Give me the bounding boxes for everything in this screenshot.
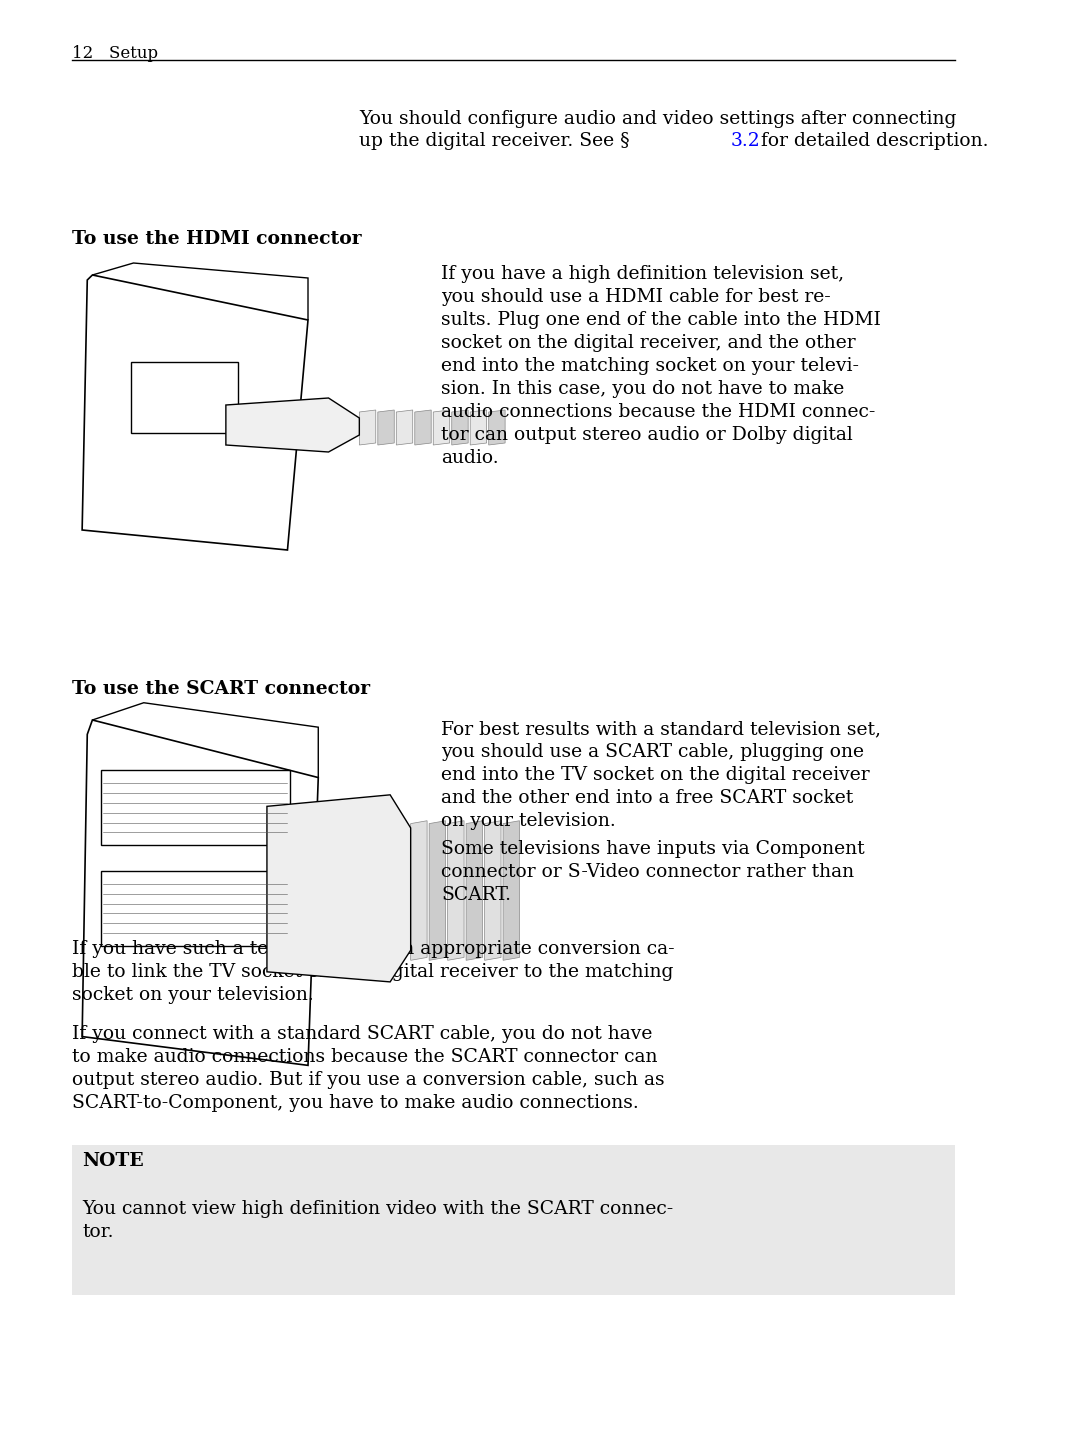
Text: up the digital receiver. See §: up the digital receiver. See § (360, 132, 636, 150)
Text: socket on the digital receiver, and the other: socket on the digital receiver, and the … (442, 334, 856, 353)
Text: you should use a SCART cable, plugging one: you should use a SCART cable, plugging o… (442, 743, 864, 761)
Text: sion. In this case, you do not have to make: sion. In this case, you do not have to m… (442, 380, 845, 399)
Polygon shape (467, 820, 483, 960)
Polygon shape (410, 820, 427, 960)
Text: To use the SCART connector: To use the SCART connector (72, 681, 370, 698)
Text: to make audio connections because the SCART connector can: to make audio connections because the SC… (72, 1048, 658, 1066)
Text: end into the matching socket on your televi-: end into the matching socket on your tel… (442, 357, 860, 376)
Polygon shape (433, 410, 449, 445)
Text: NOTE: NOTE (82, 1153, 144, 1170)
Text: socket on your television.: socket on your television. (72, 986, 313, 1004)
Text: SCART.: SCART. (442, 886, 512, 904)
Polygon shape (267, 794, 410, 981)
Polygon shape (415, 410, 431, 445)
Text: for detailed description.: for detailed description. (755, 132, 988, 150)
Text: Some televisions have inputs via Component: Some televisions have inputs via Compone… (442, 840, 865, 858)
Polygon shape (378, 410, 394, 445)
Text: end into the TV socket on the digital receiver: end into the TV socket on the digital re… (442, 766, 870, 784)
Text: SCART-to-Component, you have to make audio connections.: SCART-to-Component, you have to make aud… (72, 1094, 638, 1112)
Text: audio.: audio. (442, 449, 499, 468)
Text: you should use a HDMI cable for best re-: you should use a HDMI cable for best re- (442, 288, 832, 307)
Text: 12   Setup: 12 Setup (72, 45, 158, 62)
Polygon shape (451, 410, 468, 445)
Text: sults. Plug one end of the cable into the HDMI: sults. Plug one end of the cable into th… (442, 311, 881, 330)
Text: audio connections because the HDMI connec-: audio connections because the HDMI conne… (442, 403, 876, 422)
Polygon shape (503, 820, 519, 960)
Polygon shape (360, 410, 376, 445)
FancyBboxPatch shape (72, 1145, 955, 1295)
Text: For best results with a standard television set,: For best results with a standard televis… (442, 720, 881, 738)
Polygon shape (429, 820, 446, 960)
Text: on your television.: on your television. (442, 812, 617, 830)
Text: and the other end into a free SCART socket: and the other end into a free SCART sock… (442, 789, 853, 807)
Text: tor.: tor. (82, 1223, 113, 1240)
Polygon shape (470, 410, 487, 445)
Text: If you connect with a standard SCART cable, you do not have: If you connect with a standard SCART cab… (72, 1025, 652, 1043)
Polygon shape (226, 399, 360, 452)
Text: You should configure audio and video settings after connecting: You should configure audio and video set… (360, 109, 957, 128)
Text: To use the HDMI connector: To use the HDMI connector (72, 230, 362, 248)
Polygon shape (488, 410, 505, 445)
Text: If you have a high definition television set,: If you have a high definition television… (442, 265, 845, 283)
Polygon shape (396, 410, 413, 445)
Polygon shape (447, 820, 464, 960)
Text: 3.2: 3.2 (731, 132, 760, 150)
Text: You cannot view high definition video with the SCART connec-: You cannot view high definition video wi… (82, 1200, 674, 1217)
Text: output stereo audio. But if you use a conversion cable, such as: output stereo audio. But if you use a co… (72, 1071, 664, 1089)
Text: connector or S-Video connector rather than: connector or S-Video connector rather th… (442, 863, 854, 881)
Text: tor can output stereo audio or Dolby digital: tor can output stereo audio or Dolby dig… (442, 426, 853, 445)
Text: If you have such a television, use an appropriate conversion ca-: If you have such a television, use an ap… (72, 940, 675, 958)
Polygon shape (485, 820, 501, 960)
Text: ble to link the TV socket on the digital receiver to the matching: ble to link the TV socket on the digital… (72, 963, 673, 981)
